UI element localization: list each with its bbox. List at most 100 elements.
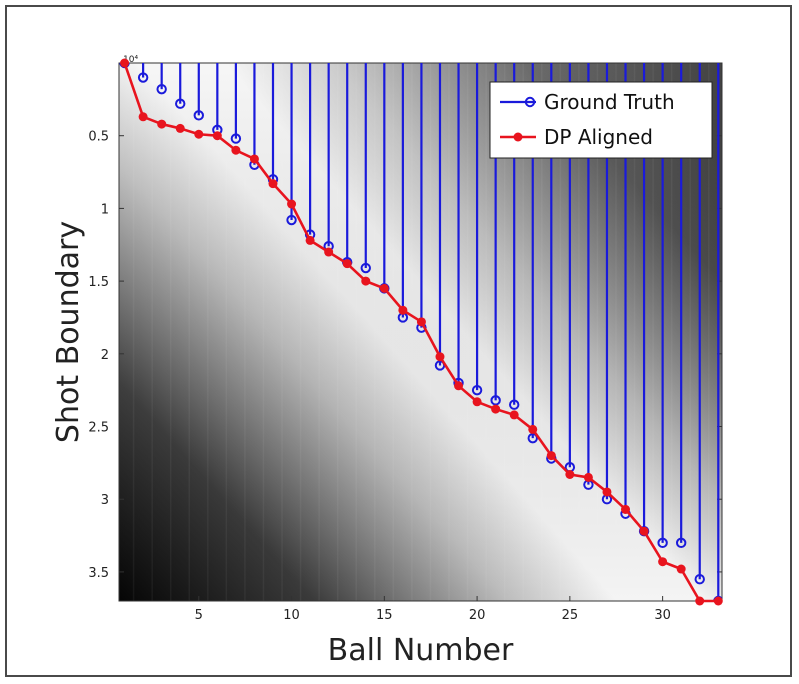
heatmap-column <box>708 63 710 601</box>
dp-aligned-point <box>212 131 222 141</box>
dp-aligned-point <box>175 123 185 133</box>
dp-aligned-point <box>583 472 593 482</box>
ground-truth-marker <box>360 262 371 274</box>
heatmap-column <box>318 63 320 601</box>
heatmap-column <box>466 63 469 601</box>
dp-aligned-point <box>509 410 519 420</box>
dp-aligned-point <box>120 58 130 68</box>
dp-aligned-point <box>695 596 705 606</box>
heatmap-column <box>670 63 673 601</box>
ground-truth-marker <box>675 537 687 549</box>
dp-aligned-point <box>342 259 352 269</box>
dp-aligned-point <box>194 129 204 139</box>
heatmap-column <box>225 63 228 601</box>
dp-aligned-point <box>361 276 371 286</box>
x-tick-label: 30 <box>654 608 671 623</box>
x-tick-label: 20 <box>469 608 486 623</box>
dp-aligned-point <box>305 235 315 245</box>
heatmap-column <box>151 63 153 601</box>
dp-aligned-point <box>528 424 538 434</box>
y-tick-label: 2 <box>101 348 109 363</box>
heatmap-column <box>429 63 432 601</box>
legend: Ground Truth DP Aligned <box>489 81 713 159</box>
heatmap-column <box>374 63 376 601</box>
dp-aligned-point <box>546 451 556 461</box>
dp-aligned-point <box>435 352 445 362</box>
y-tick-label: 1.5 <box>88 275 109 290</box>
ground-truth-marker <box>230 133 242 144</box>
y-tick-label: 3 <box>101 493 109 508</box>
heatmap-column <box>522 63 524 601</box>
heatmap-column <box>503 63 506 601</box>
heatmap-column <box>578 63 580 601</box>
heatmap-column <box>541 63 543 601</box>
ground-truth-marker <box>156 83 167 95</box>
heatmap-column <box>633 63 636 601</box>
heatmap-column <box>596 63 599 601</box>
dp-aligned-point <box>621 504 631 514</box>
dp-aligned-point <box>138 112 148 122</box>
dp-aligned-point <box>287 199 297 209</box>
dp-aligned-point <box>676 564 686 574</box>
y-tick-label: 0.5 <box>88 130 109 145</box>
heatmap-column <box>188 63 191 601</box>
y-tick-label: 3.5 <box>88 566 109 581</box>
heatmap-column <box>652 63 654 601</box>
heatmap-column <box>448 63 450 601</box>
dp-aligned-point <box>658 557 668 567</box>
ground-truth-marker <box>471 384 483 396</box>
heatmap-column <box>169 63 172 601</box>
dp-aligned-point <box>454 381 464 391</box>
heatmap-column <box>355 63 357 601</box>
legend-ground-truth-marker <box>524 96 536 108</box>
heatmap-column <box>411 63 413 601</box>
x-tick-label: 15 <box>376 608 393 623</box>
dp-aligned-point <box>379 283 389 293</box>
heatmap-column <box>132 63 135 601</box>
y-axis-label: Shot Boundary <box>51 221 86 443</box>
dp-aligned-point <box>639 526 649 536</box>
heatmap-column <box>689 63 691 601</box>
heatmap-column <box>727 63 729 601</box>
dp-aligned-point <box>231 145 241 155</box>
ground-truth-marker <box>490 395 501 406</box>
ground-truth-marker <box>694 573 705 585</box>
ground-truth-marker <box>657 537 668 549</box>
x-tick-label: 25 <box>562 608 579 623</box>
ground-truth-marker <box>508 399 520 410</box>
dp-aligned-point <box>249 154 259 164</box>
heatmap-column <box>262 63 265 601</box>
heatmap-column <box>559 63 562 601</box>
dp-aligned-point <box>416 317 426 327</box>
legend-box <box>489 81 713 159</box>
legend-dp-aligned-label: DP Aligned <box>544 125 653 149</box>
dp-aligned-point <box>565 469 575 479</box>
heatmap-column <box>485 63 487 601</box>
y-tick-label: 2.5 <box>88 421 109 436</box>
ground-truth-marker <box>193 110 204 121</box>
dp-aligned-point <box>472 397 482 407</box>
ground-truth-marker <box>137 72 149 83</box>
dp-aligned-point <box>324 247 334 257</box>
ground-truth-marker <box>527 432 538 444</box>
heatmap-column <box>336 63 339 601</box>
y-tick-label: 1 <box>101 202 109 217</box>
dp-aligned-point <box>602 487 612 497</box>
dp-aligned-point <box>398 305 408 315</box>
y-exponent-label: 10⁴ <box>123 55 138 65</box>
legend-dp-aligned-marker <box>513 132 523 142</box>
ground-truth-marker <box>175 98 186 109</box>
x-tick-label: 5 <box>195 608 203 623</box>
x-axis-label: Ball Number <box>328 633 514 668</box>
heatmap-column <box>392 63 395 601</box>
heatmap-column <box>299 63 302 601</box>
heatmap-column <box>207 63 209 601</box>
dp-aligned-point <box>268 179 278 189</box>
dp-aligned-point <box>491 404 501 414</box>
dp-aligned-point <box>157 119 167 129</box>
heatmap-column <box>281 63 283 601</box>
x-tick-label: 10 <box>283 608 300 623</box>
legend-ground-truth-label: Ground Truth <box>544 90 675 114</box>
dp-aligned-point <box>713 596 723 606</box>
